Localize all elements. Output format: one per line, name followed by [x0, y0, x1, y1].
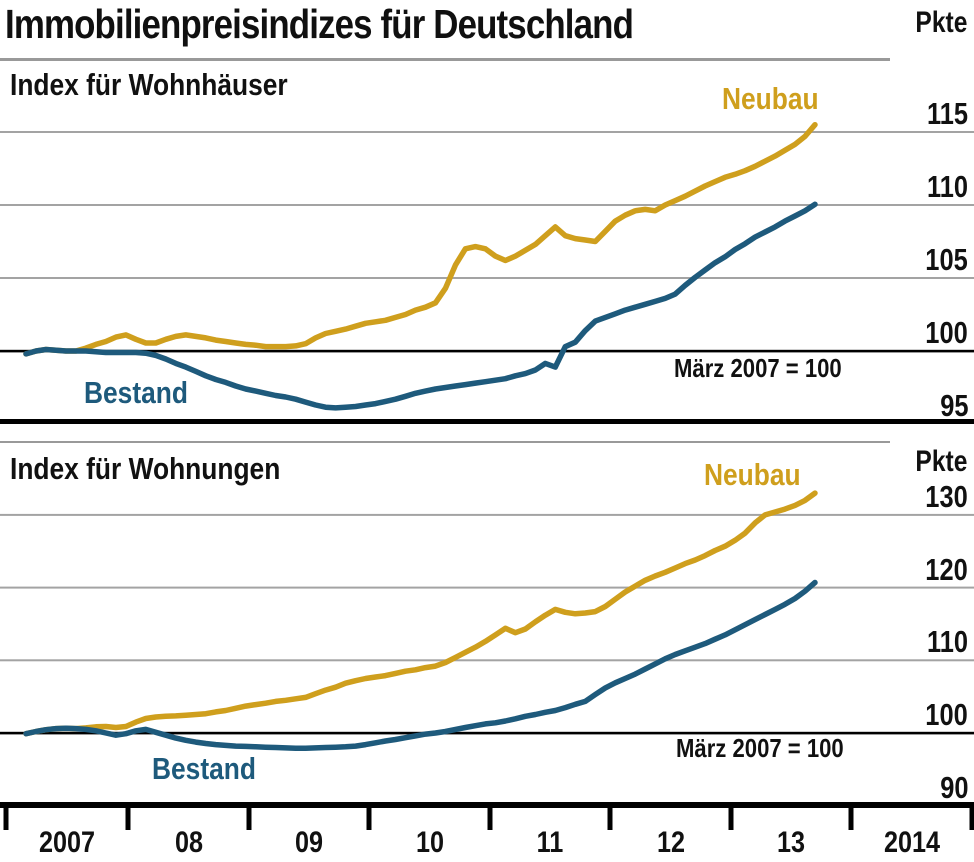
unit-label-bottom: Pkte	[915, 445, 967, 478]
x-axis-line	[0, 802, 974, 808]
x-axis-tick	[246, 808, 252, 830]
x-axis-tick	[969, 808, 974, 830]
y-axis-label-115-panel1: 115	[926, 96, 968, 131]
x-axis-tick	[366, 808, 372, 830]
gridline-130-1	[0, 513, 974, 516]
y-axis-label-120-panel2: 120	[925, 551, 968, 587]
x-axis-tick	[487, 808, 493, 830]
x-axis-year-label-08: 08	[174, 826, 203, 859]
x-axis-year-label-13: 13	[776, 826, 806, 859]
baseline-100-0	[0, 349, 974, 353]
x-axis-tick	[848, 808, 854, 830]
unit-label-top: Pkte	[915, 6, 967, 39]
x-axis-year-label-2007: 2007	[38, 826, 96, 859]
x-axis-year-label-2014: 2014	[883, 826, 940, 859]
baseline-note-wohnhaeuser: März 2007 = 100	[674, 353, 842, 383]
panel-divider	[0, 419, 974, 424]
y-axis-label-110-panel1: 110	[926, 169, 968, 204]
bestand-line-panel2	[23, 579, 818, 752]
baseline-100-1	[0, 731, 974, 735]
panel-title-wohnungen: Index für Wohnungen	[10, 451, 281, 486]
legend-neubau-wohnungen: Neubau	[704, 457, 801, 492]
gridline-110-1	[0, 659, 974, 662]
legend-neubau-wohnhaeuser: Neubau	[722, 81, 819, 116]
y-axis-label-90-panel2: 90	[939, 769, 968, 805]
neubau-line-panel1	[23, 121, 818, 357]
gridline-105-0	[0, 277, 974, 279]
neubau-line-panel2	[23, 490, 818, 737]
x-axis-year-label-12: 12	[656, 826, 685, 859]
legend-bestand-wohnhaeuser: Bestand	[84, 375, 188, 410]
panel-title-wohnhaeuser: Index für Wohnhäuser	[10, 67, 288, 102]
legend-bestand-wohnungen: Bestand	[152, 751, 256, 786]
y-axis-label-100-panel1: 100	[925, 315, 968, 350]
gridline-top-1	[0, 441, 890, 443]
gridline-top-0	[0, 58, 890, 61]
y-axis-label-105-panel1: 105	[925, 242, 968, 277]
gridline-115-0	[0, 131, 974, 133]
x-axis-tick	[728, 808, 734, 830]
gridline-120-1	[0, 586, 974, 589]
x-axis-year-label-09: 09	[294, 826, 324, 859]
x-axis-year-label-10: 10	[415, 826, 444, 859]
x-axis-year-label-11: 11	[536, 826, 564, 859]
x-axis-tick	[3, 808, 9, 830]
y-axis-label-130-panel2: 130	[925, 478, 968, 514]
page-title: Immobilienpreisindizes für Deutschland	[5, 1, 634, 47]
baseline-note-wohnungen: März 2007 = 100	[676, 733, 844, 763]
y-axis-label-95-panel1: 95	[939, 388, 968, 423]
gridline-110-0	[0, 204, 974, 206]
x-axis-tick	[607, 808, 613, 830]
y-axis-label-110-panel2: 110	[926, 624, 968, 660]
y-axis-label-100-panel2: 100	[925, 697, 968, 732]
bestand-line-panel1	[23, 201, 818, 411]
x-axis-tick	[125, 808, 131, 830]
